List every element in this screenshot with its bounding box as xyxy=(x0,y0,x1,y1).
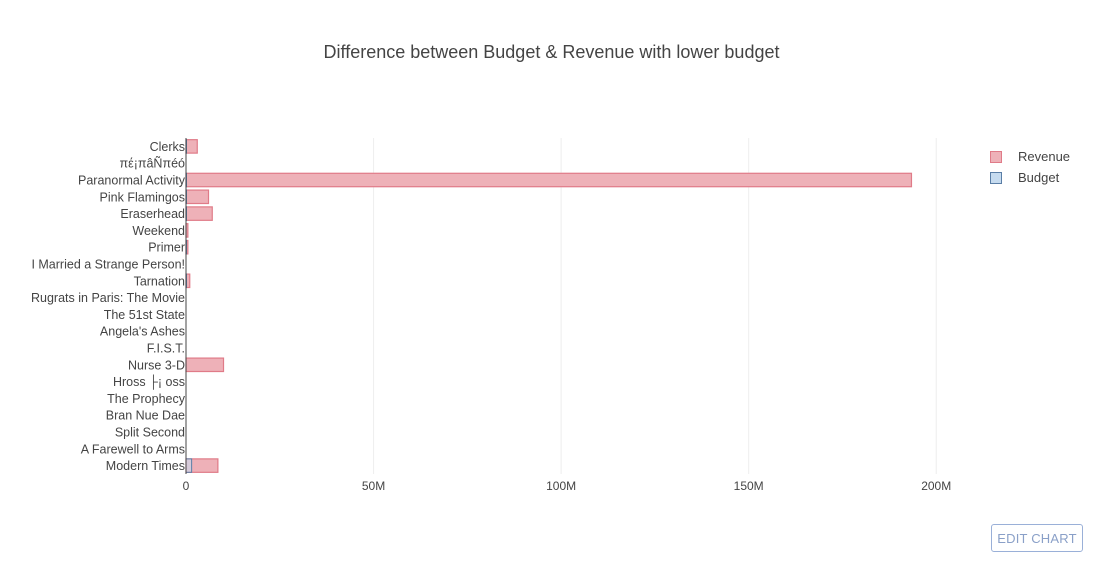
revenue-bar xyxy=(185,357,225,373)
y-tick-label: Modern Times xyxy=(106,459,185,473)
y-tick-label: Weekend xyxy=(132,224,185,238)
legend-item-revenue[interactable]: Revenue xyxy=(990,146,1070,167)
x-tick-label: 0 xyxy=(183,479,190,493)
y-tick-label: The 51st State xyxy=(104,308,185,322)
y-tick-label: Angela's Ashes xyxy=(100,325,185,339)
chart-title: Difference between Budget & Revenue with… xyxy=(323,42,780,62)
y-tick-label: Split Second xyxy=(115,426,185,440)
y-tick-label: Rugrats in Paris: The Movie xyxy=(31,291,185,305)
x-tick-label: 50M xyxy=(362,479,385,493)
budget-bar xyxy=(185,458,193,473)
legend-label-revenue: Revenue xyxy=(1018,149,1071,164)
y-tick-label: Nurse 3-D xyxy=(128,358,185,372)
y-tick-label: The Prophecy xyxy=(107,392,186,406)
y-tick-label: πέ¡πâÑπéó xyxy=(120,157,186,171)
y-tick-label: F.I.S.T. xyxy=(147,342,185,356)
legend: Revenue Budget xyxy=(990,146,1070,188)
y-tick-label: Tarnation xyxy=(134,274,185,288)
revenue-bar xyxy=(185,139,198,154)
edit-chart-button[interactable]: EDIT CHART xyxy=(991,524,1083,552)
y-tick-label: Clerks xyxy=(150,140,185,154)
revenue-bar xyxy=(185,206,213,221)
y-tick-label: A Farewell to Arms xyxy=(81,442,185,456)
x-tick-label: 200M xyxy=(921,479,951,493)
y-tick-label: Paranormal Activity xyxy=(78,174,186,188)
x-tick-label: 100M xyxy=(546,479,576,493)
legend-label-budget: Budget xyxy=(1018,170,1060,185)
y-tick-label: I Married a Strange Person! xyxy=(31,258,185,272)
y-tick-label: Hross ├¡ oss xyxy=(113,374,185,390)
y-tick-label: Eraserhead xyxy=(120,207,185,221)
y-tick-label: Pink Flamingos xyxy=(100,190,185,204)
y-tick-label: Bran Nue Dae xyxy=(106,409,185,423)
x-tick-label: 150M xyxy=(734,479,764,493)
legend-item-budget[interactable]: Budget xyxy=(990,167,1070,188)
revenue-bar xyxy=(185,189,210,205)
y-tick-label: Primer xyxy=(148,241,185,255)
legend-swatch-revenue xyxy=(990,150,1002,163)
legend-swatch-budget xyxy=(990,171,1002,184)
revenue-bar xyxy=(185,172,913,188)
